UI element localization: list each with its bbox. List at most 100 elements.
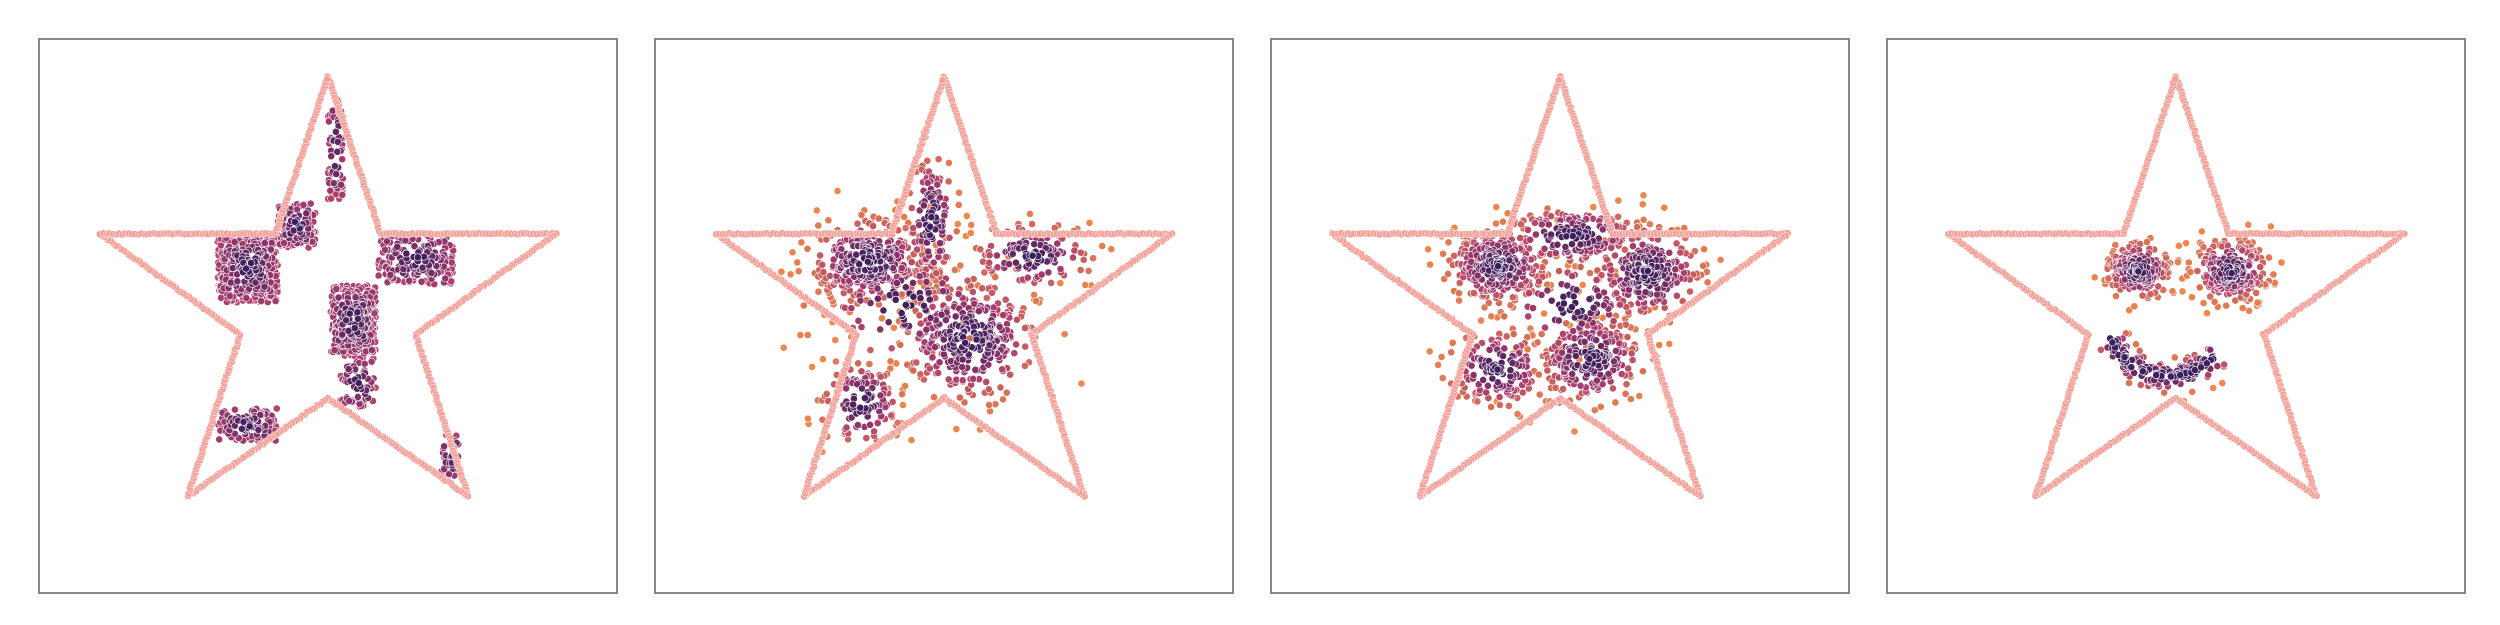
data-point	[818, 260, 827, 269]
data-point	[1567, 303, 1576, 311]
data-point	[1554, 316, 1563, 325]
data-point	[1585, 295, 1594, 303]
data-point	[1077, 379, 1086, 388]
data-point	[1672, 291, 1681, 300]
data-point	[1010, 349, 1019, 358]
panel-2	[654, 38, 1234, 594]
data-point	[440, 442, 448, 451]
data-point	[226, 278, 235, 287]
data-point	[925, 295, 934, 304]
data-point	[1568, 240, 1576, 248]
data-point	[874, 214, 883, 223]
data-point	[1437, 352, 1446, 361]
data-point	[1544, 220, 1553, 229]
data-point	[302, 209, 311, 218]
data-point	[1643, 266, 1652, 275]
data-point	[923, 178, 932, 187]
data-point	[1494, 262, 1502, 271]
data-point	[271, 297, 280, 305]
data-point	[955, 393, 964, 402]
data-point	[266, 245, 275, 254]
data-point	[1533, 338, 1542, 347]
data-point	[393, 242, 402, 251]
data-point	[332, 170, 341, 178]
data-point	[909, 292, 918, 301]
data-point	[1531, 230, 1540, 239]
data-point	[954, 200, 963, 209]
data-point	[998, 365, 1006, 374]
data-point	[327, 152, 336, 161]
data-point	[865, 360, 874, 368]
data-point	[796, 331, 805, 339]
data-point	[982, 294, 991, 302]
data-point	[1053, 239, 1062, 248]
data-point	[337, 180, 345, 189]
data-point	[884, 318, 893, 327]
data-point	[260, 239, 269, 247]
data-point	[1569, 292, 1578, 301]
data-point	[976, 245, 985, 254]
data-point	[1012, 315, 1021, 324]
data-point	[1513, 410, 1522, 418]
data-point	[960, 398, 969, 407]
data-point	[1012, 340, 1020, 349]
data-point	[995, 322, 1004, 331]
data-point	[351, 293, 360, 302]
data-point	[853, 421, 862, 429]
data-point	[808, 362, 816, 371]
data-point	[1081, 280, 1090, 289]
data-point	[1568, 232, 1577, 240]
data-point	[1598, 225, 1607, 234]
data-point	[1607, 243, 1616, 252]
data-point	[1569, 327, 1578, 335]
data-point	[1070, 246, 1079, 255]
data-point	[1477, 316, 1485, 325]
data-point	[1537, 290, 1546, 299]
data-point	[892, 279, 901, 287]
data-point	[876, 391, 885, 400]
data-point	[788, 248, 797, 257]
data-point	[1635, 392, 1644, 400]
data-point	[999, 395, 1007, 404]
data-point	[1498, 217, 1507, 226]
data-point	[344, 365, 353, 374]
data-point	[1516, 234, 1525, 242]
data-point	[999, 311, 1008, 319]
data-point	[966, 229, 975, 237]
data-point	[1576, 240, 1585, 249]
data-point	[915, 329, 924, 338]
data-point	[915, 220, 924, 229]
data-point	[793, 258, 802, 267]
data-point	[951, 312, 960, 321]
data-point	[1620, 245, 1629, 254]
data-point	[1537, 220, 1546, 229]
data-point	[967, 220, 976, 229]
data-point	[338, 155, 347, 164]
data-point	[922, 325, 931, 334]
data-point	[1438, 374, 1447, 382]
data-point	[1001, 295, 1010, 304]
data-point	[1506, 366, 1515, 375]
data-point	[897, 264, 906, 272]
data-point	[1700, 245, 1708, 254]
data-point	[308, 237, 317, 246]
data-point	[842, 384, 850, 393]
data-point	[915, 311, 924, 320]
data-point	[1612, 289, 1621, 297]
data-point	[402, 249, 411, 258]
data-point	[1502, 332, 1511, 341]
data-point	[342, 316, 350, 325]
data-point	[1561, 242, 1570, 251]
data-point	[985, 251, 994, 260]
data-point	[950, 265, 959, 274]
data-point	[1454, 289, 1463, 298]
data-point	[1020, 361, 1029, 370]
data-point	[857, 323, 866, 331]
data-point	[225, 292, 234, 300]
data-point	[909, 366, 918, 375]
data-point	[299, 200, 308, 209]
data-point	[1571, 351, 1580, 360]
data-point	[933, 180, 942, 189]
data-point	[822, 389, 831, 398]
data-point	[441, 274, 450, 283]
